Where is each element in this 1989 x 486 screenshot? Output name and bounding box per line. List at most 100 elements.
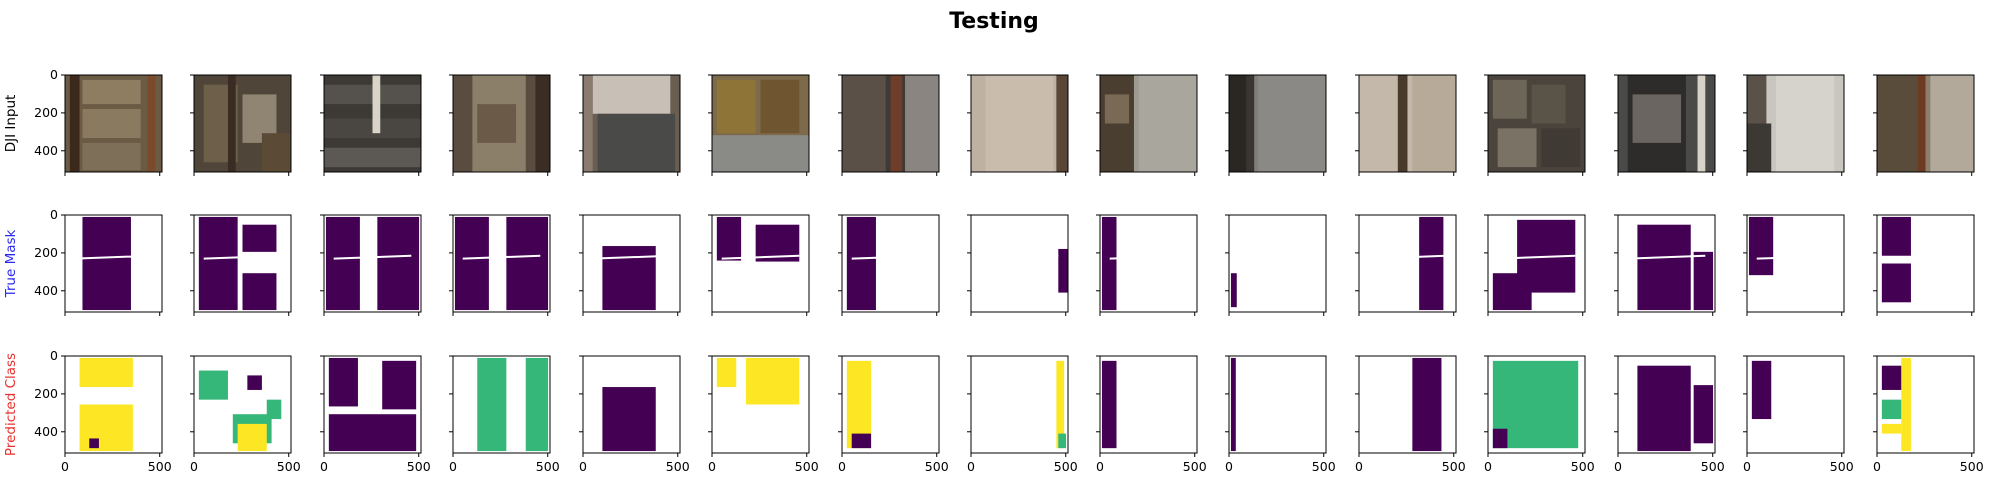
mask-region [198, 216, 238, 311]
panel-frame [64, 355, 163, 454]
image-panel: 0 500 [1096, 355, 1207, 474]
mask-crack [1109, 254, 1188, 260]
photo-region [1917, 75, 1926, 172]
figure-title: Testing [949, 9, 1039, 34]
panel-background [1229, 356, 1326, 453]
panel-frame [582, 355, 681, 454]
y-tick-label: 0 [50, 67, 58, 82]
panel-frame [970, 214, 1069, 313]
mask-region [377, 216, 420, 311]
panel-frame [841, 355, 940, 454]
photo-region [1632, 94, 1682, 143]
image-panel: 0 500 [449, 355, 560, 474]
photo-region [1138, 75, 1197, 172]
image-panel: 0 200 400 [34, 207, 163, 316]
panel-frame [711, 355, 810, 454]
image-panel [190, 214, 292, 316]
photo-region [583, 75, 593, 172]
prediction-region [1058, 433, 1067, 449]
panel-frame [582, 214, 681, 313]
x-tick-label: 0 [190, 459, 198, 474]
photo-region [1056, 75, 1068, 172]
photo-region [1258, 75, 1326, 172]
image-panel: 0 500 [1355, 355, 1466, 474]
panel-frame [1228, 355, 1327, 454]
photo-region [1531, 84, 1566, 124]
x-tick-label: 500 [1054, 459, 1078, 474]
mask-region [325, 216, 360, 311]
panel-frame [841, 214, 940, 313]
panel-frame [841, 74, 940, 173]
photo-region [82, 108, 141, 139]
panel-frame [970, 74, 1069, 173]
photo-region [477, 104, 517, 143]
row-label: Predicted Class [3, 353, 19, 456]
x-tick-label: 500 [148, 459, 172, 474]
mask-crack [851, 254, 930, 260]
photo-region [1397, 75, 1408, 172]
mask-region [1881, 263, 1911, 303]
image-panel [1225, 74, 1327, 176]
prediction-region [525, 357, 549, 452]
mask-region [1419, 216, 1444, 311]
photo-region [716, 79, 756, 134]
mask-region [1693, 251, 1714, 311]
photo-region [985, 75, 1054, 172]
mask-crack [1756, 254, 1835, 260]
prediction-region [382, 360, 417, 410]
y-tick-label: 0 [50, 207, 58, 222]
image-panel [967, 74, 1069, 176]
prediction-region [328, 357, 358, 407]
x-tick-label: 0 [1614, 459, 1622, 474]
x-tick-label: 0 [838, 459, 846, 474]
x-tick-label: 500 [1442, 459, 1466, 474]
image-panel [449, 214, 551, 316]
image-panel [579, 214, 681, 316]
prediction-region [1492, 428, 1508, 449]
x-tick-label: 0 [708, 459, 716, 474]
mask-region [1492, 273, 1532, 311]
x-tick-label: 0 [61, 459, 69, 474]
image-panel [320, 214, 422, 316]
image-panel [1614, 74, 1716, 176]
prediction-region [328, 414, 417, 452]
prediction-region [477, 357, 507, 452]
mask-crack [980, 254, 1059, 260]
photo-region [82, 79, 141, 105]
image-panel: 0 500 [1614, 355, 1725, 474]
x-tick-label: 500 [925, 459, 949, 474]
mask-crack [462, 254, 541, 260]
prediction-region [198, 370, 228, 400]
x-tick-label: 500 [1830, 459, 1854, 474]
photo-region [1541, 128, 1581, 168]
panel-frame [1228, 214, 1327, 313]
photo-region [147, 75, 156, 172]
image-panel [1873, 214, 1975, 316]
x-tick-label: 0 [579, 459, 587, 474]
image-panel: 0 500 [1225, 355, 1336, 474]
x-tick-label: 0 [967, 459, 975, 474]
photo-region [1877, 75, 1921, 172]
panel-background [971, 215, 1068, 312]
panel-frame [1746, 355, 1845, 454]
image-panel [708, 74, 810, 176]
image-panel [1225, 214, 1327, 316]
image-panel [1614, 214, 1716, 316]
image-panel [320, 74, 422, 176]
photo-region [82, 142, 141, 171]
y-tick-label: 400 [34, 143, 58, 158]
image-panel [1484, 214, 1586, 316]
mask-crack [1238, 254, 1317, 260]
y-tick-label: 0 [50, 348, 58, 363]
image-panel: 0 500 [967, 355, 1078, 474]
panel-frame [1358, 74, 1457, 173]
photo-region [324, 147, 421, 168]
y-tick-label: 200 [34, 386, 58, 401]
panel-frame [1487, 355, 1586, 454]
y-tick-label: 200 [34, 105, 58, 120]
panel-frame [1617, 214, 1716, 313]
image-panel [838, 214, 940, 316]
photo-region [712, 135, 809, 172]
image-panel [190, 74, 292, 176]
mask-region [1230, 273, 1237, 308]
